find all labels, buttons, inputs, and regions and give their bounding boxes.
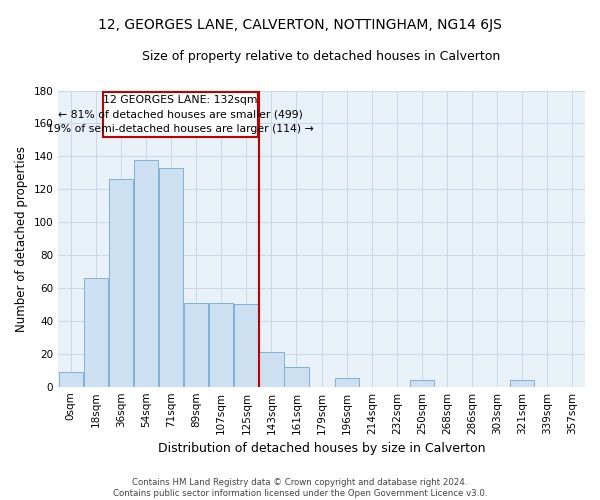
Bar: [83, 278, 108, 386]
Bar: [134, 160, 158, 386]
Bar: [335, 378, 359, 386]
Y-axis label: Number of detached properties: Number of detached properties: [15, 146, 28, 332]
Bar: [184, 303, 208, 386]
Bar: [159, 168, 183, 386]
FancyBboxPatch shape: [103, 92, 257, 136]
Text: Contains HM Land Registry data © Crown copyright and database right 2024.
Contai: Contains HM Land Registry data © Crown c…: [113, 478, 487, 498]
Bar: [259, 352, 284, 386]
Bar: [234, 304, 259, 386]
Bar: [109, 180, 133, 386]
Bar: [410, 380, 434, 386]
Bar: [209, 303, 233, 386]
Bar: [510, 380, 535, 386]
Title: Size of property relative to detached houses in Calverton: Size of property relative to detached ho…: [142, 50, 501, 63]
Bar: [284, 367, 308, 386]
Text: 12, GEORGES LANE, CALVERTON, NOTTINGHAM, NG14 6JS: 12, GEORGES LANE, CALVERTON, NOTTINGHAM,…: [98, 18, 502, 32]
X-axis label: Distribution of detached houses by size in Calverton: Distribution of detached houses by size …: [158, 442, 485, 455]
Bar: [59, 372, 83, 386]
Text: 12 GEORGES LANE: 132sqm
← 81% of detached houses are smaller (499)
19% of semi-d: 12 GEORGES LANE: 132sqm ← 81% of detache…: [47, 94, 314, 134]
